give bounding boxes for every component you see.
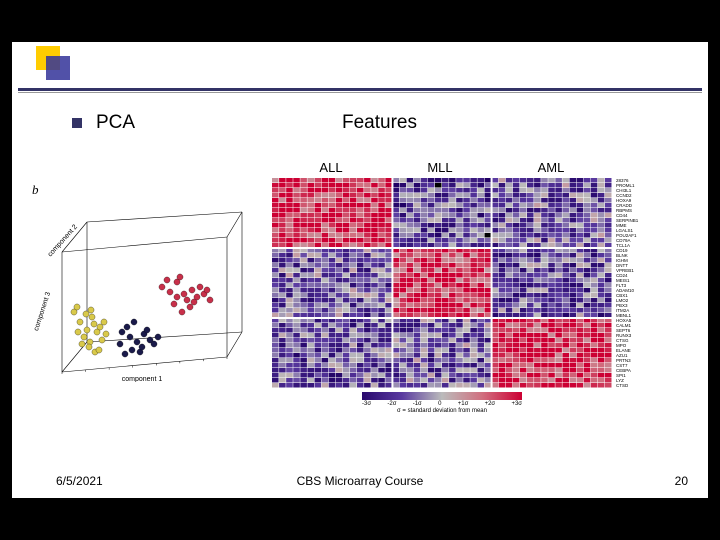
corner-decor bbox=[36, 46, 72, 82]
heatmap-col-label: ALL bbox=[272, 160, 390, 175]
footer-page: 20 bbox=[675, 474, 688, 488]
colorbar-label: σ = standard deviation from mean bbox=[362, 408, 522, 414]
svg-text:component 2: component 2 bbox=[47, 224, 79, 259]
heatmap-colorbar: -3σ-2σ-1σ0+1σ+2σ+3σ σ = standard deviati… bbox=[362, 392, 522, 408]
gene-labels-column: 28376PROML1CHI3L1CCND2HOXA9CRADDRBPMSCD4… bbox=[616, 178, 692, 388]
heatmap-col-label: AML bbox=[490, 160, 612, 175]
svg-text:component 3: component 3 bbox=[33, 291, 52, 332]
pca-scatter-svg: component 1 component 3 component 2 bbox=[32, 182, 252, 382]
bullet-marker bbox=[72, 118, 82, 128]
decor-square-front bbox=[46, 56, 70, 80]
features-label: Features bbox=[342, 112, 417, 134]
colorbar-gradient bbox=[362, 392, 522, 400]
gene-label: CTSD bbox=[616, 383, 692, 388]
svg-text:component 1: component 1 bbox=[122, 376, 163, 382]
pca-figure: b component 1 component 3 component 2 bbox=[32, 182, 252, 382]
colorbar-ticks: -3σ-2σ-1σ0+1σ+2σ+3σ bbox=[362, 401, 522, 407]
heatmap-svg bbox=[272, 178, 612, 388]
slide-body: PCA Features b component 1component 3com… bbox=[12, 42, 708, 498]
bullet-pca-label: PCA bbox=[96, 112, 135, 134]
header-rule-thin bbox=[18, 92, 702, 93]
heatmap-figure: ALLMLLAML 28376PROML1CHI3L1CCND2HOXA9CRA… bbox=[272, 160, 692, 410]
footer-title: CBS Microarray Course bbox=[12, 474, 708, 488]
panel-letter: b bbox=[32, 182, 39, 198]
heatmap-grid bbox=[272, 178, 612, 388]
heatmap-column-labels: ALLMLLAML bbox=[272, 160, 612, 175]
heatmap-col-label: MLL bbox=[390, 160, 490, 175]
header-rule-thick bbox=[18, 88, 702, 91]
